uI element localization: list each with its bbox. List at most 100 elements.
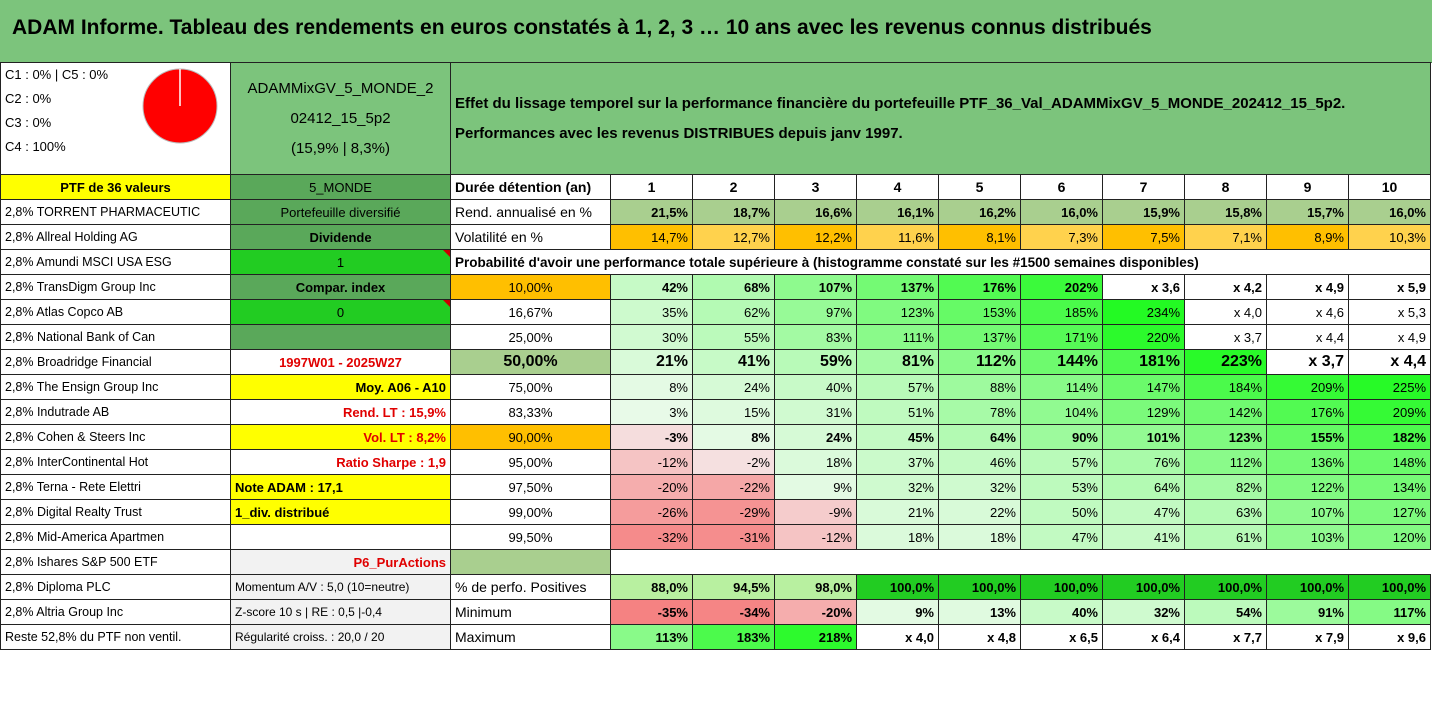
data-row: 2,8% Allreal Holding AG Dividende Volatili… bbox=[0, 224, 1431, 250]
probability-value: 144% bbox=[1020, 349, 1103, 375]
min-value: 13% bbox=[938, 599, 1021, 625]
data-row: 2,8% Cohen & Steers Inc Vol. LT : 8,2% 90,… bbox=[0, 424, 1431, 450]
holding-name: 2,8% Mid-America Apartmen bbox=[0, 524, 231, 550]
probability-value: 8% bbox=[692, 424, 775, 450]
probability-value: x 4,4 bbox=[1348, 349, 1431, 375]
header-row: PTF de 36 valeurs 5_MONDE Durée détention … bbox=[0, 174, 1431, 200]
probability-value: 51% bbox=[856, 399, 939, 425]
probability-value: 112% bbox=[938, 349, 1021, 375]
rend-value: 16,1% bbox=[856, 199, 939, 225]
rend-value: 16,6% bbox=[774, 199, 857, 225]
probability-value: 209% bbox=[1266, 374, 1349, 400]
holding-name: 2,8% TransDigm Group Inc bbox=[0, 274, 231, 300]
rend-value: 16,0% bbox=[1348, 199, 1431, 225]
probability-value: 129% bbox=[1102, 399, 1185, 425]
data-row: 2,8% TORRENT PHARMACEUTIC Portefeuille di… bbox=[0, 199, 1431, 225]
probability-value: x 5,9 bbox=[1348, 274, 1431, 300]
probability-level: 10,00% bbox=[450, 274, 611, 300]
vol-value: 7,1% bbox=[1184, 224, 1267, 250]
probability-level: 25,00% bbox=[450, 324, 611, 350]
max-value: x 6,4 bbox=[1102, 624, 1185, 650]
info-cell: Note ADAM : 17,1 bbox=[230, 474, 451, 500]
holding-name: Reste 52,8% du PTF non ventil. bbox=[0, 624, 231, 650]
probability-value: 148% bbox=[1348, 449, 1431, 475]
year-header: 10 bbox=[1348, 174, 1431, 200]
data-row: 2,8% Altria Group Inc Z-score 10 s | RE :… bbox=[0, 599, 1431, 625]
pos-value: 100,0% bbox=[938, 574, 1021, 600]
probability-value: -12% bbox=[774, 524, 857, 550]
probability-value: 181% bbox=[1102, 349, 1185, 375]
probability-value: x 5,3 bbox=[1348, 299, 1431, 325]
portfolio-name-cell: ADAMMixGV_5_MONDE_2 02412_15_5p2 (15,9% | … bbox=[230, 62, 451, 175]
vol-value: 11,6% bbox=[856, 224, 939, 250]
vol-value: 8,1% bbox=[938, 224, 1021, 250]
pos-value: 100,0% bbox=[1348, 574, 1431, 600]
vol-value: 12,2% bbox=[774, 224, 857, 250]
probability-level: 50,00% bbox=[450, 349, 611, 375]
report-table: C1 : 0% | C5 : 0% C2 : 0% C3 : 0% C4 : 100%… bbox=[0, 62, 1431, 650]
info-cell: Régularité croiss. : 20,0 / 20 bbox=[230, 624, 451, 650]
probability-value: 103% bbox=[1266, 524, 1349, 550]
report-title: ADAM Informe. Tableau des rendements en … bbox=[12, 16, 1152, 39]
title-bar: ADAM Informe. Tableau des rendements en … bbox=[0, 0, 1432, 63]
holding-name: 2,8% Broadridge Financial bbox=[0, 349, 231, 375]
probability-value: 176% bbox=[938, 274, 1021, 300]
probability-value: 62% bbox=[692, 299, 775, 325]
data-row: 2,8% Mid-America Apartmen 99,50% -32% -31% -… bbox=[0, 524, 1431, 550]
pos-value: 100,0% bbox=[1020, 574, 1103, 600]
probability-value: 50% bbox=[1020, 499, 1103, 525]
probability-value: 45% bbox=[856, 424, 939, 450]
probability-value: -26% bbox=[610, 499, 693, 525]
min-label: Minimum bbox=[450, 599, 611, 625]
probability-value: -20% bbox=[610, 474, 693, 500]
probability-value: 107% bbox=[1266, 499, 1349, 525]
probability-value: 41% bbox=[692, 349, 775, 375]
probability-value: 209% bbox=[1348, 399, 1431, 425]
max-value: x 6,5 bbox=[1020, 624, 1103, 650]
probability-value: 112% bbox=[1184, 449, 1267, 475]
probability-value: 137% bbox=[938, 324, 1021, 350]
probability-value: 97% bbox=[774, 299, 857, 325]
year-header: 2 bbox=[692, 174, 775, 200]
probability-value: x 3,7 bbox=[1184, 324, 1267, 350]
year-header: 4 bbox=[856, 174, 939, 200]
probability-level: 16,67% bbox=[450, 299, 611, 325]
min-value: 40% bbox=[1020, 599, 1103, 625]
probability-value: -29% bbox=[692, 499, 775, 525]
probability-value: -9% bbox=[774, 499, 857, 525]
probability-value: x 3,6 bbox=[1102, 274, 1185, 300]
probability-value: -31% bbox=[692, 524, 775, 550]
vol-value: 14,7% bbox=[610, 224, 693, 250]
year-header: 3 bbox=[774, 174, 857, 200]
probability-value: 171% bbox=[1020, 324, 1103, 350]
data-row: 2,8% Broadridge Financial 1997W01 - 2025W… bbox=[0, 349, 1431, 375]
data-row: 2,8% Diploma PLC Momentum A/V : 5,0 (10=n… bbox=[0, 574, 1431, 600]
ptf-label: PTF de 36 valeurs bbox=[0, 174, 231, 200]
probability-value: -2% bbox=[692, 449, 775, 475]
probability-value: 176% bbox=[1266, 399, 1349, 425]
max-value: x 4,0 bbox=[856, 624, 939, 650]
probability-value: 223% bbox=[1184, 349, 1267, 375]
probability-value: 47% bbox=[1020, 524, 1103, 550]
vol-value: 8,9% bbox=[1266, 224, 1349, 250]
probability-value: -3% bbox=[610, 424, 693, 450]
probability-value: -22% bbox=[692, 474, 775, 500]
category-line: C3 : 0% bbox=[5, 115, 52, 130]
rend-value: 18,7% bbox=[692, 199, 775, 225]
duration-label: Durée détention (an) bbox=[450, 174, 611, 200]
portfolio-name-line: (15,9% | 8,3%) bbox=[291, 139, 390, 157]
probability-value: 18% bbox=[856, 524, 939, 550]
category-cell: C1 : 0% | C5 : 0% C2 : 0% C3 : 0% C4 : 100% bbox=[0, 62, 231, 175]
probability-value: 220% bbox=[1102, 324, 1185, 350]
probability-value: 137% bbox=[856, 274, 939, 300]
year-header: 1 bbox=[610, 174, 693, 200]
probability-value: 18% bbox=[938, 524, 1021, 550]
probability-value: 41% bbox=[1102, 524, 1185, 550]
probability-value: 78% bbox=[938, 399, 1021, 425]
info-cell: Compar. index bbox=[230, 274, 451, 300]
holding-name: 2,8% Ishares S&P 500 ETF bbox=[0, 549, 231, 575]
probability-value: 31% bbox=[774, 399, 857, 425]
probability-value: 22% bbox=[938, 499, 1021, 525]
probability-value: 225% bbox=[1348, 374, 1431, 400]
year-header: 8 bbox=[1184, 174, 1267, 200]
